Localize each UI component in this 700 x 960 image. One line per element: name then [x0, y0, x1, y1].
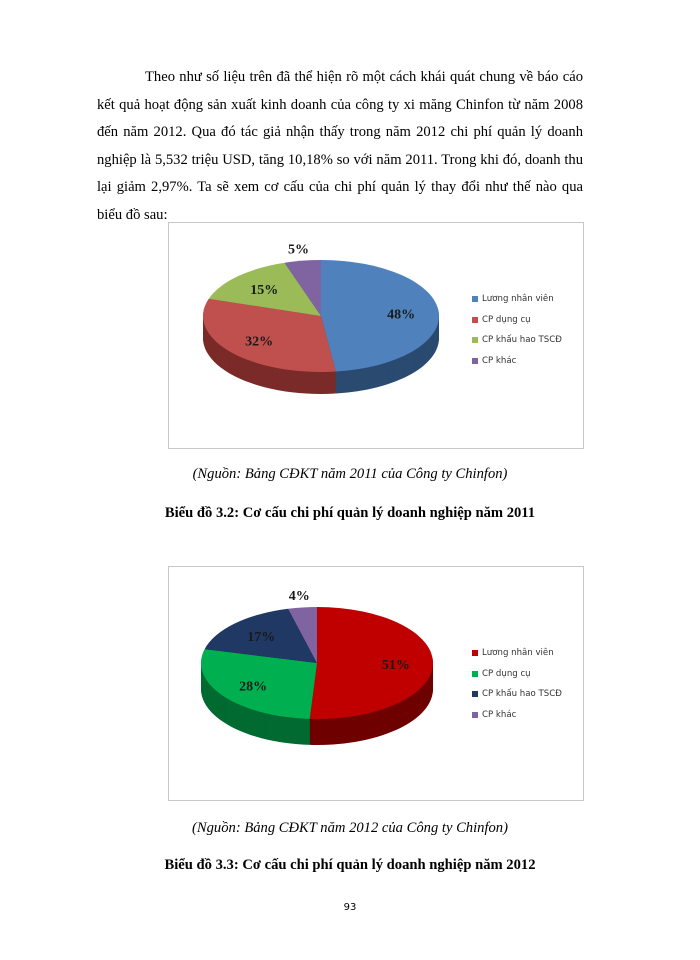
- figure-title: Biểu đồ 3.2: Cơ cấu chi phí quản lý doan…: [164, 505, 536, 521]
- legend-swatch: [472, 670, 478, 677]
- data-label: 32%: [245, 334, 273, 349]
- legend-item: CP dụng cụ: [472, 310, 562, 331]
- data-label: 28%: [239, 679, 267, 694]
- legend-label: CP khấu hao TSCĐ: [482, 335, 562, 346]
- legend-item: CP khấu hao TSCĐ: [472, 684, 562, 705]
- legend-label: Lương nhân viên: [482, 294, 554, 305]
- legend: Lương nhân viên CP dụng cụ CP khấu hao T…: [472, 643, 562, 725]
- source-caption: (Nguồn: Bảng CĐKT năm 2012 của Công ty C…: [192, 820, 508, 836]
- legend: Lương nhân viên CP dụng cụ CP khấu hao T…: [472, 289, 562, 371]
- legend-label: CP khấu hao TSCĐ: [482, 689, 562, 700]
- figure-title: Biểu đồ 3.3: Cơ cấu chi phí quản lý doan…: [164, 857, 536, 873]
- source-caption: (Nguồn: Bảng CĐKT năm 2011 của Công ty C…: [192, 466, 508, 482]
- data-label: 15%: [250, 283, 278, 298]
- data-label: 5%: [288, 243, 309, 258]
- pie-svg: 51% 28% 17% 4%: [200, 589, 434, 745]
- data-label: 4%: [289, 589, 310, 604]
- legend-label: CP khác: [482, 355, 517, 366]
- legend-item: Lương nhân viên: [472, 643, 562, 664]
- legend-swatch: [472, 691, 478, 698]
- legend-item: CP khác: [472, 351, 562, 372]
- legend-swatch: [472, 711, 478, 718]
- data-label: 17%: [247, 630, 275, 645]
- pie-slice: [321, 260, 440, 372]
- pie-slice: [204, 608, 317, 663]
- legend-item: CP khấu hao TSCĐ: [472, 330, 562, 351]
- pie-svg: 48% 32% 15% 5%: [202, 243, 440, 394]
- legend-label: CP dụng cụ: [482, 668, 531, 679]
- body-paragraph: Theo như số liệu trên đã thể hiện rõ một…: [97, 64, 583, 230]
- legend-item: CP khác: [472, 705, 562, 726]
- legend-swatch: [472, 296, 478, 303]
- pie-chart-2011: 48% 32% 15% 5% Lương nhân viên CP dụng cụ C…: [168, 222, 584, 449]
- page-number: 93: [343, 902, 357, 913]
- pie-slice: [203, 298, 336, 372]
- legend-swatch: [472, 650, 478, 657]
- legend-item: Lương nhân viên: [472, 289, 562, 310]
- legend-swatch: [472, 316, 478, 323]
- pie-slice: [288, 607, 317, 663]
- pie-slice: [200, 649, 317, 719]
- legend-item: CP dụng cụ: [472, 664, 562, 685]
- legend-label: CP dụng cụ: [482, 314, 531, 325]
- legend-swatch: [472, 357, 478, 364]
- pie-slice: [208, 262, 321, 316]
- legend-label: CP khác: [482, 709, 517, 720]
- data-label: 51%: [382, 658, 410, 673]
- pie-chart-2012: 51% 28% 17% 4% Lương nhân viên CP dụng cụ C…: [168, 566, 584, 801]
- data-label: 48%: [387, 308, 415, 323]
- pie-slice: [284, 260, 321, 316]
- legend-swatch: [472, 337, 478, 344]
- legend-label: Lương nhân viên: [482, 648, 554, 659]
- pie-slice: [309, 607, 434, 719]
- paragraph-text: Theo như số liệu trên đã thể hiện rõ một…: [97, 69, 583, 223]
